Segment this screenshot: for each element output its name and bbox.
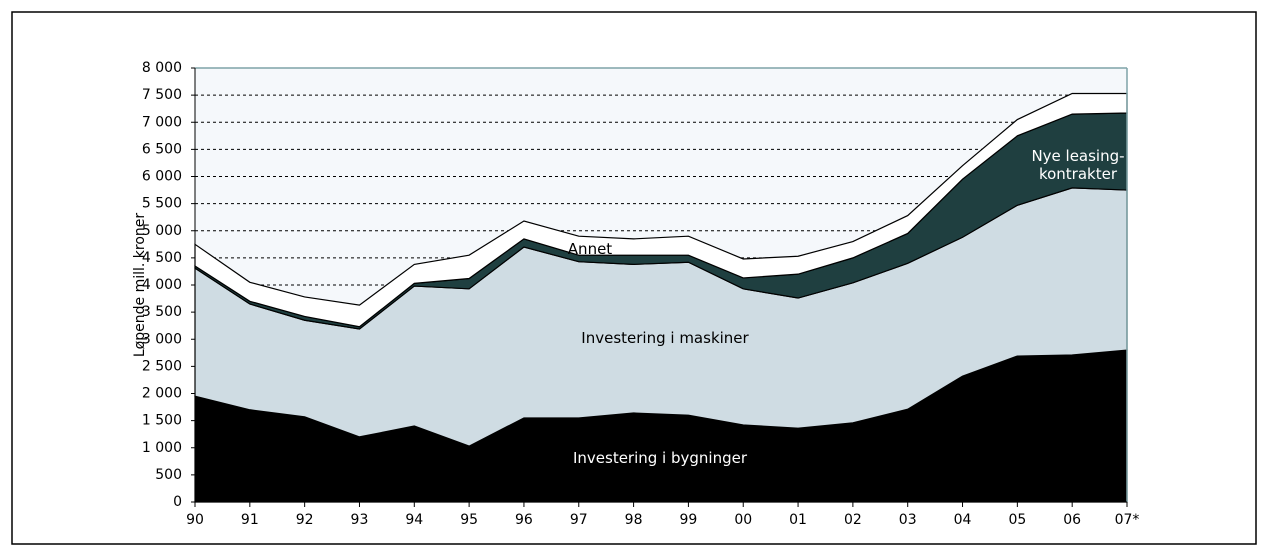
series-label: Investering i maskiner bbox=[581, 329, 749, 347]
y-tick-label: 1 000 bbox=[142, 440, 182, 456]
y-tick-label: 8 000 bbox=[142, 60, 182, 76]
y-tick-label: 5 500 bbox=[142, 196, 182, 212]
x-tick-label: 05 bbox=[1008, 512, 1026, 528]
y-axis-label: Løpende mill. kroner bbox=[132, 213, 148, 358]
series-label: Investering i bygninger bbox=[572, 449, 748, 467]
x-tick-label: 96 bbox=[515, 512, 533, 528]
x-tick-label: 03 bbox=[899, 512, 917, 528]
x-tick-label: 02 bbox=[844, 512, 862, 528]
y-tick-label: 2 500 bbox=[142, 358, 182, 374]
y-tick-label: 6 500 bbox=[142, 141, 182, 157]
x-tick-label: 97 bbox=[570, 512, 588, 528]
x-tick-label: 98 bbox=[625, 512, 643, 528]
x-tick-label: 00 bbox=[734, 512, 752, 528]
y-tick-label: 3 000 bbox=[142, 331, 182, 347]
y-tick-label: 4 000 bbox=[142, 277, 182, 293]
y-tick-label: 3 500 bbox=[142, 304, 182, 320]
y-tick-label: 4 500 bbox=[142, 250, 182, 266]
x-tick-label: 91 bbox=[241, 512, 259, 528]
y-tick-label: 2 000 bbox=[142, 386, 182, 402]
x-tick-label: 07* bbox=[1115, 512, 1140, 528]
y-tick-label: 7 000 bbox=[142, 114, 182, 130]
y-tick-label: 1 500 bbox=[142, 413, 182, 429]
x-tick-label: 94 bbox=[405, 512, 423, 528]
x-tick-label: 95 bbox=[460, 512, 478, 528]
y-tick-label: 6 000 bbox=[142, 169, 182, 185]
x-tick-label: 04 bbox=[954, 512, 972, 528]
x-tick-label: 90 bbox=[186, 512, 204, 528]
x-tick-label: 92 bbox=[296, 512, 314, 528]
y-tick-label: 7 500 bbox=[142, 87, 182, 103]
y-tick-label: 500 bbox=[155, 467, 182, 483]
y-tick-label: 0 bbox=[173, 494, 182, 510]
x-tick-label: 93 bbox=[351, 512, 369, 528]
x-tick-label: 06 bbox=[1063, 512, 1081, 528]
y-tick-label: 5 000 bbox=[142, 223, 182, 239]
series-label: Nye leasing-kontrakter bbox=[1031, 147, 1125, 183]
x-tick-label: 01 bbox=[789, 512, 807, 528]
x-tick-label: 99 bbox=[679, 512, 697, 528]
series-label: Annet bbox=[567, 240, 613, 258]
